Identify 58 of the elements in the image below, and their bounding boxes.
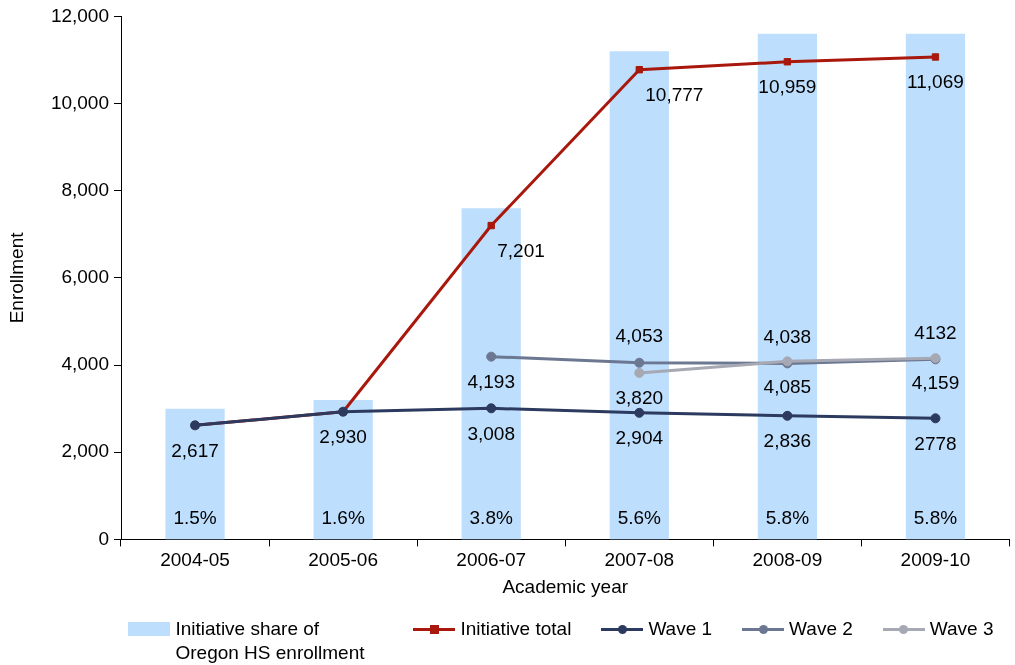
data-label: 2,836 — [763, 430, 812, 452]
point — [782, 410, 793, 421]
point — [634, 367, 645, 378]
data-label: 4,038 — [763, 325, 812, 347]
data-label: 3,008 — [467, 422, 515, 444]
x-axis-title: Academic year — [502, 575, 629, 597]
point — [487, 221, 495, 230]
y-tick-label: 10,000 — [50, 91, 109, 113]
y-tick-label: 4,000 — [61, 353, 109, 375]
data-label: 3.8% — [469, 506, 513, 528]
data-label: 2,904 — [615, 427, 664, 449]
data-label: 4,193 — [467, 370, 515, 392]
x-tick-label: 2008-09 — [752, 549, 823, 571]
data-label: 1.6% — [321, 506, 365, 528]
data-label: 5.6% — [617, 506, 662, 528]
data-label: 3,820 — [615, 387, 664, 409]
point — [783, 58, 792, 66]
data-label: 5.8% — [913, 506, 958, 528]
data-label: 5.8% — [765, 506, 810, 528]
bar — [905, 33, 966, 540]
point — [486, 351, 497, 362]
y-axis-title: Enrollment — [5, 231, 27, 324]
x-tick-label: 2005-06 — [308, 549, 378, 571]
x-tick-label: 2009-10 — [900, 549, 971, 571]
point — [634, 357, 645, 368]
data-label: 4,085 — [763, 375, 812, 397]
data-label: 10,959 — [758, 76, 817, 97]
bar — [313, 399, 373, 540]
point — [930, 413, 941, 424]
legend-label: Initiative share of Oregon HS enrollment — [175, 617, 366, 665]
data-label: 2778 — [914, 432, 957, 454]
x-tick-label: 2006-07 — [456, 549, 527, 571]
legend-label: Initiative total — [460, 617, 572, 641]
legend-label: Wave 3 — [929, 617, 994, 641]
point — [634, 407, 645, 418]
point — [931, 53, 940, 61]
y-tick-label: 6,000 — [61, 266, 109, 288]
y-tick-label: 2,000 — [61, 440, 109, 462]
data-label: 10,777 — [645, 83, 704, 105]
data-label: 4,159 — [911, 372, 960, 394]
bar — [757, 33, 817, 540]
data-label: 4,053 — [615, 324, 664, 346]
bar — [165, 408, 225, 540]
data-label: 1.5% — [173, 506, 217, 528]
y-tick-label: 8,000 — [61, 178, 109, 200]
data-label: 7,201 — [497, 239, 545, 261]
data-label: 11,069 — [907, 71, 964, 93]
legend-label: Wave 2 — [789, 617, 853, 641]
x-tick-label: 2004-05 — [160, 549, 230, 571]
point — [486, 403, 497, 414]
data-label: 4132 — [914, 321, 957, 343]
y-tick-label: 12,000 — [50, 4, 109, 26]
y-tick-label: 0 — [98, 527, 109, 549]
point — [635, 66, 643, 74]
legend-label: Wave 1 — [648, 617, 713, 641]
data-label: 2,617 — [171, 439, 219, 461]
data-label: 2,930 — [319, 425, 367, 447]
x-tick-label: 2007-08 — [604, 549, 675, 571]
